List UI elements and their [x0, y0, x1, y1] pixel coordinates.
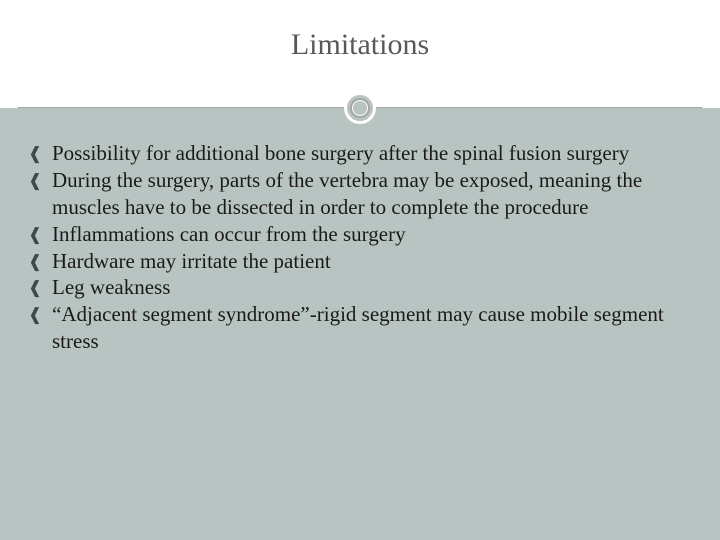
- bullet-icon: ❰: [28, 304, 42, 326]
- bullet-text: Leg weakness: [52, 275, 170, 299]
- title-area: Limitations: [0, 0, 720, 108]
- content-area: ❰ Possibility for additional bone surger…: [0, 108, 720, 540]
- bullet-text: Inflammations can occur from the surgery: [52, 222, 406, 246]
- bullet-text: “Adjacent segment syndrome”-rigid segmen…: [52, 302, 664, 353]
- list-item: ❰ Inflammations can occur from the surge…: [28, 221, 692, 248]
- bullet-text: Possibility for additional bone surgery …: [52, 141, 629, 165]
- bullet-icon: ❰: [28, 143, 42, 165]
- bullet-text: Hardware may irritate the patient: [52, 249, 331, 273]
- slide-title: Limitations: [0, 0, 720, 62]
- bullet-icon: ❰: [28, 277, 42, 299]
- bullet-icon: ❰: [28, 224, 42, 246]
- ornament-circle-icon: [344, 92, 376, 124]
- slide: Limitations ❰ Possibility for additional…: [0, 0, 720, 540]
- list-item: ❰ During the surgery, parts of the verte…: [28, 167, 692, 221]
- bullet-text: During the surgery, parts of the vertebr…: [52, 168, 642, 219]
- bullet-icon: ❰: [28, 170, 42, 192]
- bullet-list: ❰ Possibility for additional bone surger…: [28, 140, 692, 355]
- list-item: ❰ “Adjacent segment syndrome”-rigid segm…: [28, 301, 692, 355]
- list-item: ❰ Hardware may irritate the patient: [28, 248, 692, 275]
- list-item: ❰ Possibility for additional bone surger…: [28, 140, 692, 167]
- list-item: ❰ Leg weakness: [28, 274, 692, 301]
- ornament-circle-inner-icon: [353, 101, 367, 115]
- bullet-icon: ❰: [28, 251, 42, 273]
